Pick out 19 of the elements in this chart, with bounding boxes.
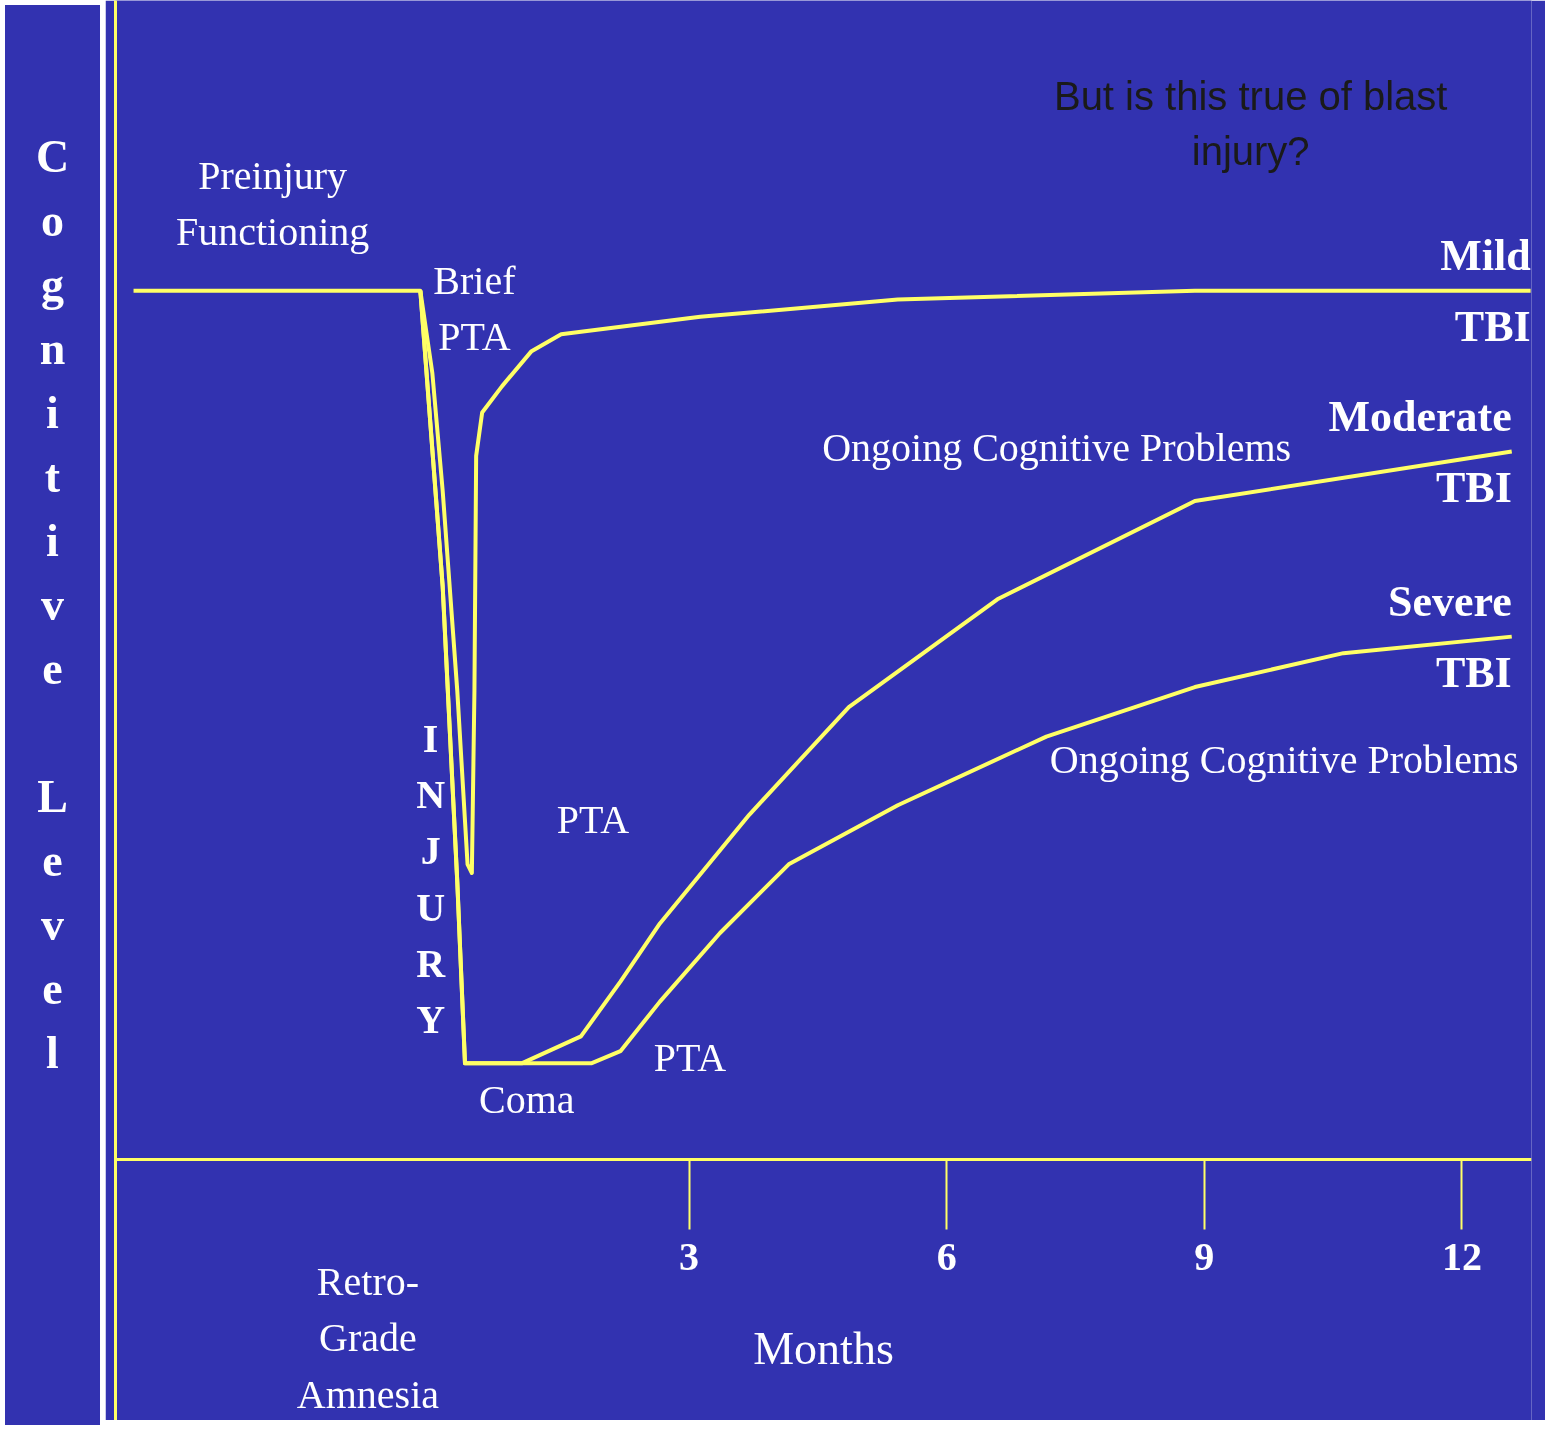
- series-label: Severe TBI: [1387, 576, 1512, 697]
- series-label: Mild TBI: [1440, 230, 1531, 351]
- annotation: I N J U R Y: [416, 715, 447, 1043]
- x-tick-label: 12: [1441, 1233, 1482, 1279]
- annotation: Ongoing Cognitive Problems: [1049, 736, 1519, 782]
- text: Retro- Grade Amnesia: [296, 1259, 440, 1417]
- x-tick-label: 9: [1194, 1233, 1215, 1279]
- text: Cognitive Level: [35, 131, 70, 1078]
- annotation: Ongoing Cognitive Problems: [822, 424, 1292, 470]
- text: But is this true of blast injury?: [1053, 73, 1448, 173]
- annotation: Brief PTA: [433, 257, 517, 359]
- x-axis-title: Months: [753, 1322, 894, 1374]
- annotation: PTA: [556, 797, 630, 843]
- series-label: Moderate TBI: [1328, 391, 1512, 512]
- annotation: Coma: [479, 1077, 575, 1123]
- annotation: PTA: [653, 1034, 727, 1080]
- x-tick-label: 3: [679, 1233, 700, 1279]
- text: Preinjury Functioning: [175, 153, 370, 255]
- x-tick-label: 6: [936, 1233, 957, 1279]
